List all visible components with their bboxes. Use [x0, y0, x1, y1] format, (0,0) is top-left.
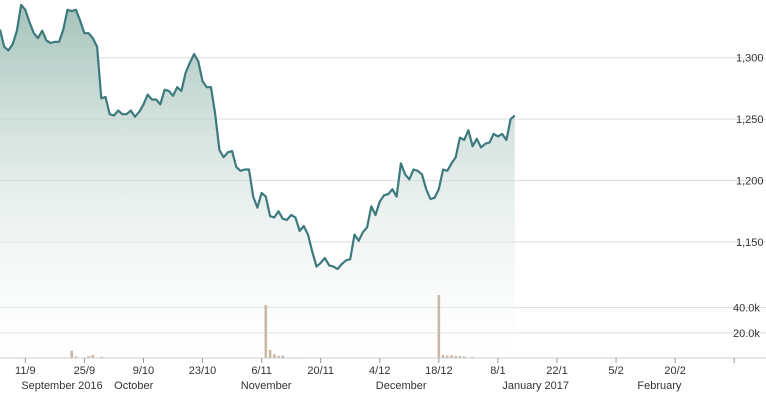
price-line: [0, 3, 516, 271]
x-tick-label-10: 5/2: [608, 365, 623, 377]
volume-bar-4: [91, 354, 95, 358]
x-tick-label-4: 6/11: [251, 365, 272, 377]
y-axis-labels: 1,150 1,200 1,250 1,300 20.0k 40.0k: [733, 53, 764, 340]
volume-bar-2: [74, 356, 78, 358]
volume-bar-12: [281, 355, 284, 358]
price-area: [0, 4, 515, 359]
volume-bar-21: [471, 356, 474, 358]
x-axis: 11/9 25/9 9/10 23/10 6/11 20/11 4/12 18/12 8/1 22…: [0, 357, 766, 392]
x-tick-label-1: 25/9: [74, 365, 95, 377]
month-label-4: January 2017: [502, 380, 569, 392]
x-tick-label-11: 20/2: [664, 365, 685, 377]
x-tick-label-6: 4/12: [369, 365, 390, 377]
volume-tick-label-1: 40.0k: [733, 303, 760, 315]
month-label-1: October: [114, 380, 153, 392]
volume-bar-3: [87, 356, 90, 358]
volume-bar-10: [273, 354, 276, 358]
y-tick-label-2: 1,250: [736, 114, 764, 126]
x-tick-label-0: 11/9: [15, 365, 36, 377]
volume-bar-20: [462, 356, 466, 358]
volume-bar-15: [441, 354, 445, 358]
volume-bar-18: [454, 356, 457, 358]
y-tick-label-3: 1,300: [736, 53, 764, 65]
volume-tick-label-0: 20.0k: [733, 328, 760, 340]
x-tick-label-7: 18/12: [425, 365, 453, 377]
volume-bar-16: [446, 355, 449, 358]
x-tick-label-3: 23/10: [189, 365, 217, 377]
x-tick-label-2: 9/10: [133, 365, 154, 377]
volume-bar-5: [100, 356, 103, 358]
month-label-5: February: [637, 380, 682, 392]
volume-bar-8: [264, 305, 268, 358]
x-tick-label-9: 22/1: [546, 365, 567, 377]
month-label-0: September 2016: [21, 380, 102, 392]
x-tick-label-8: 8/1: [490, 365, 505, 377]
volume-bar-9: [268, 349, 272, 358]
y-tick-label-0: 1,150: [736, 237, 764, 249]
volume-bar-14: [437, 295, 441, 358]
volume-bar-11: [277, 355, 280, 358]
x-tick-label-5: 20/11: [307, 365, 334, 377]
volume-bar-17: [450, 355, 453, 358]
volume-bar-19: [458, 356, 462, 358]
month-label-3: December: [376, 380, 427, 392]
y-tick-label-1: 1,200: [736, 176, 764, 188]
volume-bar-1: [70, 350, 73, 358]
month-label-2: November: [241, 380, 292, 392]
